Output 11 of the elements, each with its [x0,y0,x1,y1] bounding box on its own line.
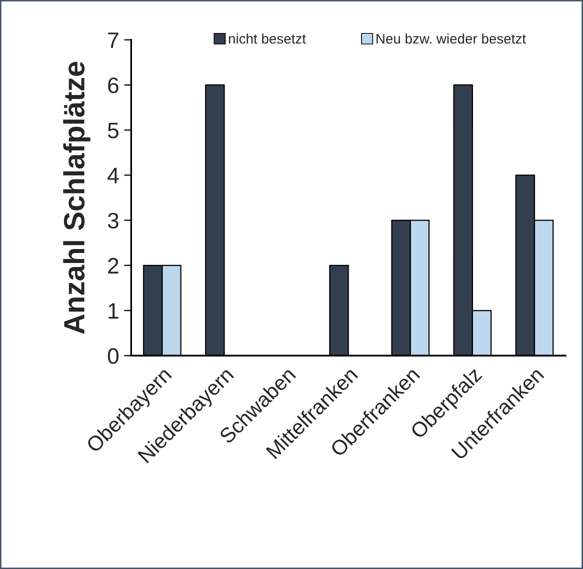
y-tick-label: 4 [108,168,119,184]
y-tick-label: 5 [108,122,118,138]
y-axis-title: Anzahl Schlafplätze [63,62,90,334]
y-tick-label: 3 [108,212,118,229]
y-tick-label: 0 [108,348,118,364]
y-tick-label: 1 [108,303,118,319]
legend-label: Neu bzw. wieder besetzt [376,33,526,44]
y-tick-label: 7 [108,32,118,48]
legend-label: nicht besetzt [228,33,306,44]
y-tick-label: 2 [108,258,118,274]
y-tick-label: 6 [108,77,118,94]
